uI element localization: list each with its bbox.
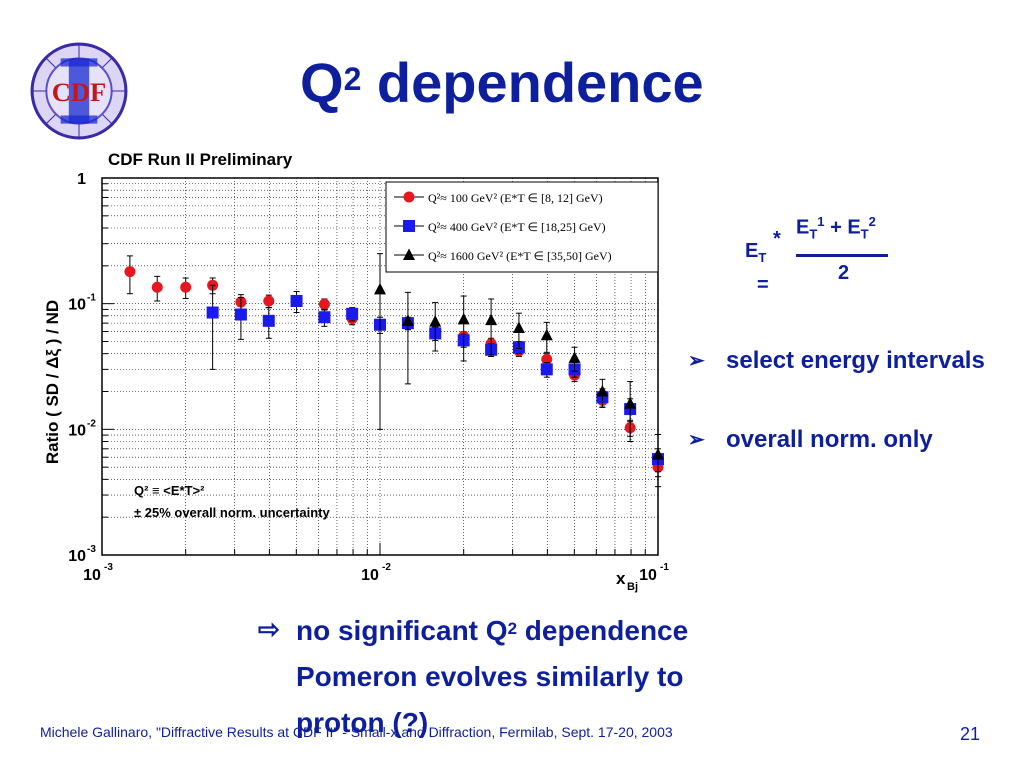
formula-equals: = [757,274,769,296]
title-base: Q [300,51,344,114]
legend-marker [403,248,415,260]
data-point [540,363,553,376]
legend-marker [403,220,415,232]
x-axis-label-sub: Bj [627,581,638,593]
y-tick-label: 10 [68,297,86,314]
legend-label: Q²≈ 100 GeV² (E*T ∈ [8, 12] GeV) [428,191,603,205]
conclusion-line-3: proton (?) [296,707,429,738]
formula-fraction-bar [796,254,888,257]
y-tick-label-exp: -1 [87,293,96,304]
bullet-arrow-icon: ➢ [688,429,705,451]
bullet-text: overall norm. only [726,426,933,453]
annotation-norm: ± 25% overall norm. uncertainty [134,505,330,520]
y-tick-label: 10 [68,548,86,565]
formula-lhs: ET [745,240,767,265]
data-point [512,321,525,334]
data-point [124,266,136,278]
title-rest: dependence [361,51,704,114]
data-point [596,385,609,397]
x-tick-label: 10 [361,567,379,584]
x-axis-label: x [616,569,626,588]
y-tick-label-exp: -3 [87,544,96,555]
y-tick-label-exp: -2 [87,418,96,429]
x-tick-label: 10 [639,567,657,584]
x-tick-label-exp: -1 [660,562,669,573]
series-triangle [374,253,664,488]
data-point [263,295,275,307]
annotation-q2: Q² ≡ <E*T>² [134,483,205,498]
formula-numerator: ET1 + ET2 [796,214,876,242]
legend: Q²≈ 100 GeV² (E*T ∈ [8, 12] GeV) Q²≈ 400 … [385,181,659,273]
data-point [540,328,553,341]
data-point [624,397,637,409]
data-point [206,306,219,319]
formula-denominator: 2 [838,262,850,284]
data-point [374,282,386,295]
data-point [346,307,359,320]
bullet-item: ➢ select energy intervals [688,346,1018,410]
legend-box [385,181,659,273]
data-point [318,311,331,324]
data-point [290,295,303,308]
conclusion-line-2: Pomeron evolves similarly to [296,661,684,692]
bullet-text: select energy intervals [726,347,985,374]
title-sup: 2 [343,61,362,97]
data-point [262,314,275,327]
data-point [568,351,581,363]
formula-star: * [773,228,781,250]
bullet-item: ➢ overall norm. only [688,425,1018,459]
y-tick-label: 10 [68,422,86,439]
logo-text: CDF [52,77,107,107]
data-point [151,281,163,293]
data-point [429,315,442,327]
y-axis-label: Ratio ( SD / Δξ ) / ND [43,300,62,464]
y-tick-label: 1 [77,171,86,188]
data-point [180,281,192,293]
data-series [124,253,664,488]
data-point [234,308,247,321]
data-point [401,314,414,326]
x-tick-label: 10 [83,567,101,584]
legend-label: Q²≈ 1600 GeV² (E*T ∈ [35,50] GeV) [428,249,612,263]
data-point [485,313,498,326]
data-point [457,312,470,325]
chart-title: CDF Run II Preliminary [108,150,293,169]
data-point [652,448,664,460]
x-tick-label-exp: -2 [382,562,391,573]
legend-label: Q²≈ 400 GeV² (E*T ∈ [18,25] GeV) [428,220,606,234]
slide-title: Q2 dependence [300,48,820,118]
bullet-arrow-icon: ➢ [688,350,705,372]
axis-ticks [101,183,646,556]
conclusion-arrow-icon: ⇨ [258,614,280,644]
page-number: 21 [960,724,981,744]
data-point [318,298,330,310]
conclusion-line-1: no significant Q2 dependence [296,615,689,646]
legend-marker [403,191,415,203]
footer-citation: Michele Gallinaro, "Diffractive Results … [40,724,673,740]
x-tick-label-exp: -3 [104,562,113,573]
cdf-logo: CDF [30,42,128,140]
